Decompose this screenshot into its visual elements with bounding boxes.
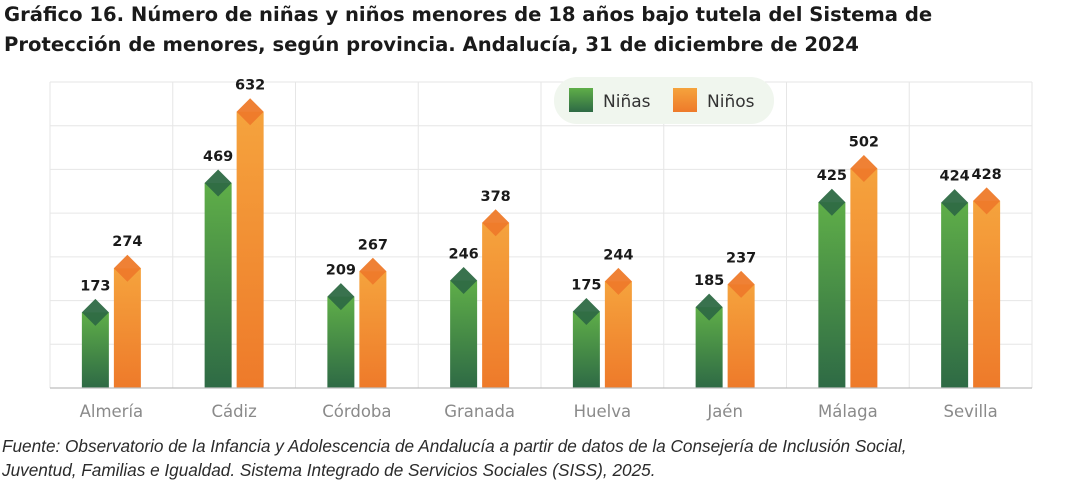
bar-cap-ninas [81, 298, 109, 326]
bar-cap-ninas [695, 293, 723, 321]
bar-cap-ninos [850, 155, 878, 183]
bar-cap-ninas [941, 189, 969, 217]
data-label-ninos: 267 [358, 237, 388, 253]
data-label-ninos: 378 [480, 189, 510, 205]
data-label-ninos: 428 [971, 167, 1001, 183]
x-tick-label: Sevilla [943, 402, 997, 421]
bar-ninos [973, 200, 1001, 388]
x-tick-label: Cádiz [211, 402, 256, 421]
bar-cap-ninos [113, 254, 141, 282]
bar-cap-ninas [450, 266, 478, 294]
data-label-ninas: 209 [326, 263, 356, 279]
bar-cap-ninas [327, 283, 355, 311]
bar-ninos [727, 284, 755, 388]
legend: Niñas Niños [554, 77, 774, 124]
source-line-1: Fuente: Observatorio de la Infancia y Ad… [2, 436, 907, 456]
data-label-ninos: 237 [726, 250, 756, 266]
data-label-ninas: 425 [817, 168, 847, 184]
source-note: Fuente: Observatorio de la Infancia y Ad… [2, 434, 1078, 482]
bar-cap-ninos [359, 257, 387, 285]
bar-ninos [359, 271, 387, 388]
bar-cap-ninas [572, 298, 600, 325]
data-label-ninas: 424 [939, 169, 969, 185]
bar-cap-ninas [818, 188, 846, 216]
bar-cap-ninas [204, 169, 232, 197]
x-tick-label: Almería [80, 402, 144, 421]
data-label-ninos: 274 [112, 234, 142, 250]
bar-ninos [236, 111, 264, 389]
x-tick-label: Granada [444, 402, 515, 421]
legend-swatch-ninos [673, 88, 697, 112]
legend-label-ninas: Niñas [603, 92, 651, 112]
data-label-ninas: 469 [203, 149, 233, 165]
legend-swatch-ninas [569, 88, 593, 112]
data-label-ninas: 173 [80, 278, 110, 294]
chart-title-line-2: Protección de menores, según provincia. … [4, 33, 859, 56]
data-label-ninos: 244 [603, 247, 633, 263]
data-label-ninos: 632 [235, 78, 265, 94]
bar-ninas [450, 280, 478, 388]
source-line-2: Juventud, Familias e Igualdad. Sistema I… [2, 460, 656, 480]
x-tick-label: Huelva [574, 402, 631, 421]
x-tick-label: Málaga [818, 402, 878, 421]
x-tick-label: Córdoba [322, 402, 391, 421]
data-label-ninos: 502 [849, 135, 879, 151]
bar-ninas [327, 296, 355, 388]
bar-chart: Niñas Niños 173 274 Almería 469 632 Cádiz 209267… [49, 77, 1033, 421]
data-label-ninas: 175 [571, 278, 601, 294]
bar-cap-ninos [973, 187, 1001, 215]
bar-ninos [604, 281, 632, 388]
bar-cap-ninos [727, 270, 755, 298]
bar-cap-ninos [604, 267, 632, 295]
x-tick-label: Jaén [706, 402, 743, 421]
bar-ninas [818, 202, 846, 388]
legend-background [554, 77, 774, 124]
bar-cap-ninos [236, 98, 264, 126]
chart-title-line-1: Gráfico 16. Número de niñas y niños meno… [4, 3, 933, 26]
bar-ninas [204, 182, 232, 388]
legend-label-ninos: Niños [707, 92, 755, 112]
chart-title: Gráfico 16. Número de niñas y niños meno… [4, 0, 1076, 60]
bar-ninos [850, 168, 878, 388]
bar-ninos [482, 222, 510, 388]
bar-ninos [113, 268, 141, 388]
data-label-ninas: 246 [448, 246, 478, 262]
data-label-ninas: 185 [694, 273, 724, 289]
bar-cap-ninos [482, 209, 510, 237]
bar-ninas [941, 202, 969, 388]
